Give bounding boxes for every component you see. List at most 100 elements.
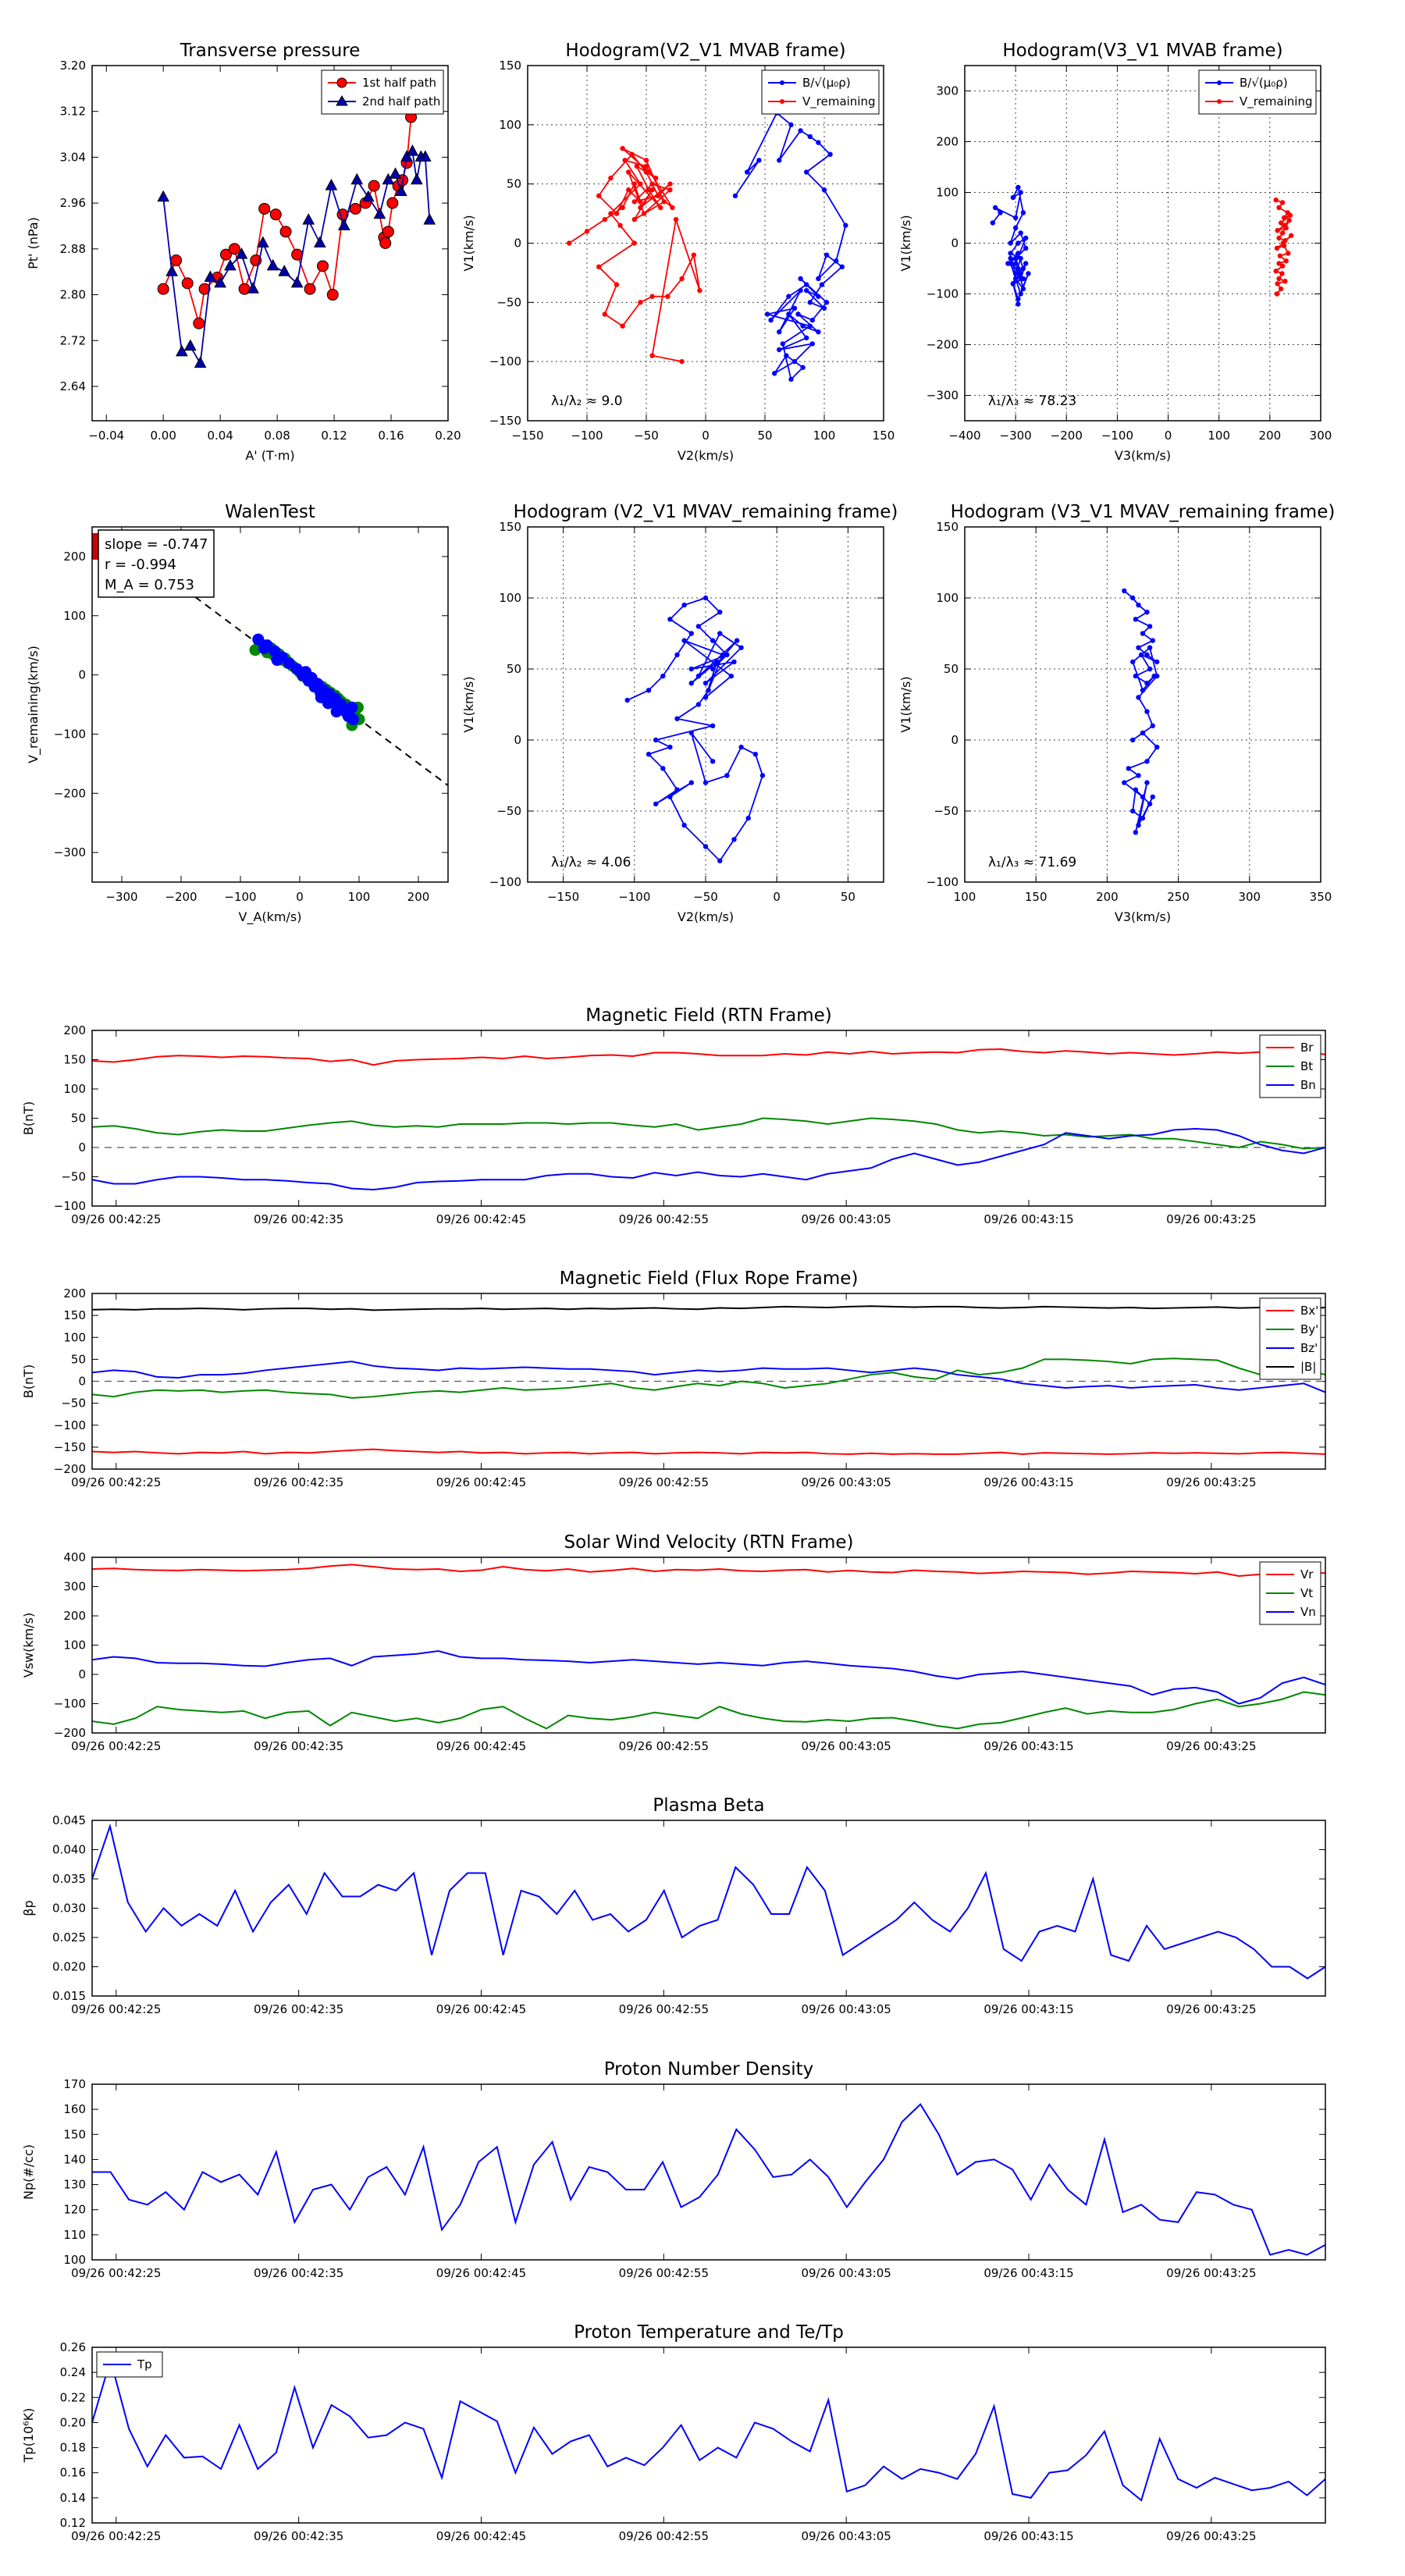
data-point: [1018, 291, 1023, 297]
chart-title: Plasma Beta: [653, 1795, 764, 1816]
data-point: [1136, 602, 1141, 608]
y-tick-label: 0.16: [60, 2466, 86, 2480]
data-point: [646, 688, 652, 693]
y-tick-label: 150: [63, 1053, 86, 1067]
x-tick-label: 09/26 00:43:05: [801, 2002, 891, 2016]
series-line-tp: [92, 2357, 1325, 2502]
data-point: [1016, 240, 1021, 246]
plot-area: [92, 1305, 1325, 1455]
data-point: [764, 311, 770, 317]
data-point: [649, 187, 655, 193]
x-axis-label: V_A(km/s): [239, 909, 302, 925]
y-tick-label: 160: [63, 2102, 86, 2116]
data-point: [1130, 659, 1136, 665]
data-point: [816, 276, 821, 282]
x-tick-label: −300: [1000, 429, 1032, 443]
data-point: [269, 208, 282, 221]
x-tick-label: 09/26 00:43:25: [1166, 2002, 1256, 2016]
data-point: [620, 323, 625, 329]
data-point: [674, 787, 680, 792]
y-tick-label: 100: [63, 1638, 86, 1653]
data-point: [302, 213, 315, 225]
x-tick-label: 250: [1167, 890, 1190, 904]
data-point: [1133, 617, 1139, 622]
y-tick-label: 0.025: [52, 1930, 86, 1944]
x-tick-label: 09/26 00:42:45: [436, 1212, 526, 1226]
data-point: [379, 237, 392, 249]
data-point: [660, 766, 666, 771]
data-point: [418, 150, 432, 162]
y-tick-label: 0.040: [52, 1843, 86, 1857]
data-point: [1133, 830, 1139, 835]
data-point: [728, 673, 735, 679]
data-point: [622, 158, 628, 163]
x-tick-label: 100: [954, 890, 976, 904]
y-tick-label: 150: [63, 2127, 86, 2141]
y-tick-label: 200: [63, 1286, 86, 1300]
data-point: [665, 294, 670, 299]
x-tick-label: 09/26 00:42:35: [254, 1475, 343, 1489]
data-point: [1154, 673, 1160, 679]
y-tick-label: 3.12: [60, 105, 86, 119]
y-tick-label: −200: [54, 1462, 86, 1476]
y-tick-label: 0: [78, 1667, 86, 1681]
data-point: [314, 236, 326, 247]
x-axis-label: V2(km/s): [678, 448, 734, 463]
y-tick-label: 0.20: [60, 2415, 86, 2429]
y-tick-label: 2.72: [60, 333, 86, 347]
y-tick-label: 150: [499, 59, 521, 73]
chart-tp: 09/26 00:42:25 09/26 00:42:35 09/26 00:42:…: [21, 2322, 1326, 2543]
chart-pt: −0.04 0.00 0.04 0.08 0.12 0.16 0.20 2.64 2.72 2.8…: [26, 41, 461, 463]
data-point: [777, 347, 782, 353]
data-point: [1122, 588, 1127, 594]
data-point: [667, 181, 673, 187]
data-point: [386, 197, 399, 209]
y-tick-label: 0.035: [52, 1872, 86, 1886]
data-point: [786, 294, 791, 299]
data-point: [300, 666, 312, 678]
data-point: [695, 624, 702, 629]
x-tick-label: 09/26 00:43:15: [984, 1212, 1073, 1226]
data-point: [784, 353, 789, 358]
data-point: [1130, 737, 1136, 743]
x-tick-label: −150: [547, 890, 579, 904]
data-point: [1279, 200, 1286, 205]
x-tick-label: −150: [511, 429, 543, 443]
data-point: [1144, 610, 1150, 615]
data-point: [1136, 773, 1141, 778]
data-point: [638, 205, 643, 211]
data-point: [1147, 624, 1153, 629]
data-point: [1279, 271, 1285, 276]
data-point: [688, 666, 694, 672]
data-point: [1150, 794, 1155, 799]
y-tick-label: −150: [54, 1440, 86, 1454]
x-tick-label: 09/26 00:42:45: [436, 1475, 526, 1489]
data-point: [258, 202, 271, 215]
data-point: [667, 187, 673, 193]
y-tick-label: 2.80: [60, 288, 86, 302]
data-point: [1281, 243, 1287, 248]
data-point: [614, 282, 620, 287]
legend-label: V_remaining: [1240, 94, 1313, 109]
data-point: [681, 638, 687, 643]
stats-line: r = -0.994: [105, 557, 176, 573]
data-point: [373, 207, 386, 219]
data-point: [643, 158, 649, 163]
data-point: [1130, 808, 1136, 814]
y-tick-label: −100: [54, 1199, 86, 1213]
data-point: [1023, 261, 1029, 266]
data-point: [731, 837, 737, 842]
chart-title: Magnetic Field (RTN Frame): [585, 1005, 832, 1026]
data-point: [1154, 744, 1160, 750]
chart-mag_rtn: 09/26 00:42:25 09/26 00:42:35 09/26 00:42:…: [21, 1005, 1326, 1226]
data-point: [1147, 666, 1153, 672]
data-point: [1016, 251, 1021, 256]
y-tick-label: −50: [61, 1397, 86, 1411]
y-tick-label: 120: [63, 2203, 86, 2217]
data-point: [584, 229, 590, 234]
data-point: [638, 181, 643, 187]
data-point: [649, 294, 655, 299]
data-point: [1144, 681, 1150, 686]
eigen-ratio-annotation: λ₁/λ₃ ≈ 78.23: [988, 393, 1076, 409]
data-point: [681, 602, 687, 608]
